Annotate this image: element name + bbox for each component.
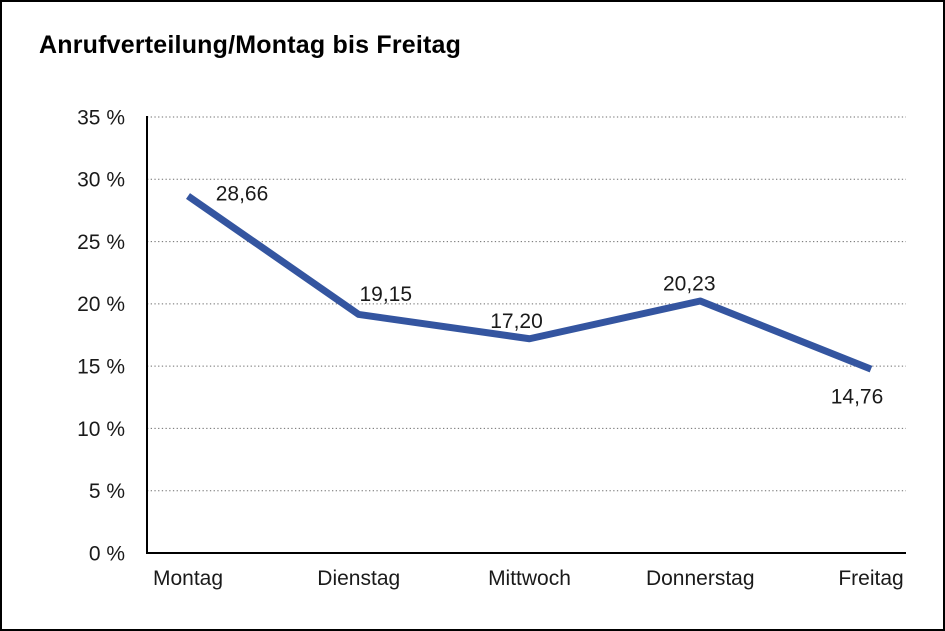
x-axis-label: Mittwoch xyxy=(488,567,571,590)
y-tick-label: 20 % xyxy=(77,293,125,316)
data-point-label: 17,20 xyxy=(490,310,543,333)
y-tick-label: 0 % xyxy=(89,542,125,565)
x-axis-label: Donnerstag xyxy=(646,567,755,590)
y-tick-label: 25 % xyxy=(77,231,125,254)
y-tick-label: 5 % xyxy=(89,480,125,503)
y-tick-label: 35 % xyxy=(77,106,125,129)
y-tick-label: 30 % xyxy=(77,169,125,192)
data-point-label: 20,23 xyxy=(663,272,716,295)
data-series-line xyxy=(186,193,873,373)
y-tick-label: 10 % xyxy=(77,418,125,441)
x-axis-label: Freitag xyxy=(838,567,903,590)
data-point-label: 28,66 xyxy=(216,182,269,205)
y-tick-label: 15 % xyxy=(77,355,125,378)
x-axis-label: Montag xyxy=(153,567,223,590)
data-point-label: 19,15 xyxy=(359,283,412,306)
chart-title: Anrufverteilung/Montag bis Freitag xyxy=(39,31,462,59)
data-point-label: 14,76 xyxy=(831,385,884,408)
x-axis-label: Dienstag xyxy=(317,567,400,590)
